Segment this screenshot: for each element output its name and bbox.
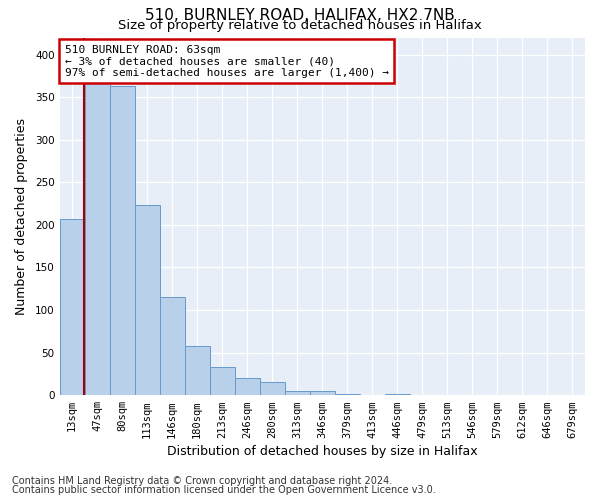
X-axis label: Distribution of detached houses by size in Halifax: Distribution of detached houses by size … [167, 444, 478, 458]
Bar [209, 367, 235, 395]
Bar [59, 219, 85, 395]
Bar [134, 206, 160, 395]
Bar [285, 391, 310, 395]
Bar [235, 378, 260, 395]
Bar [335, 394, 360, 395]
Y-axis label: Number of detached properties: Number of detached properties [15, 118, 28, 315]
Bar [310, 391, 335, 395]
Text: Contains public sector information licensed under the Open Government Licence v3: Contains public sector information licen… [12, 485, 436, 495]
Bar [85, 60, 110, 395]
Text: Size of property relative to detached houses in Halifax: Size of property relative to detached ho… [118, 19, 482, 32]
Bar [110, 86, 134, 395]
Bar [160, 298, 185, 395]
Text: Contains HM Land Registry data © Crown copyright and database right 2024.: Contains HM Land Registry data © Crown c… [12, 476, 392, 486]
Text: 510 BURNLEY ROAD: 63sqm
← 3% of detached houses are smaller (40)
97% of semi-det: 510 BURNLEY ROAD: 63sqm ← 3% of detached… [65, 44, 389, 78]
Bar [260, 382, 285, 395]
Text: 510, BURNLEY ROAD, HALIFAX, HX2 7NB: 510, BURNLEY ROAD, HALIFAX, HX2 7NB [145, 8, 455, 24]
Bar [185, 346, 209, 395]
Bar [385, 394, 410, 395]
